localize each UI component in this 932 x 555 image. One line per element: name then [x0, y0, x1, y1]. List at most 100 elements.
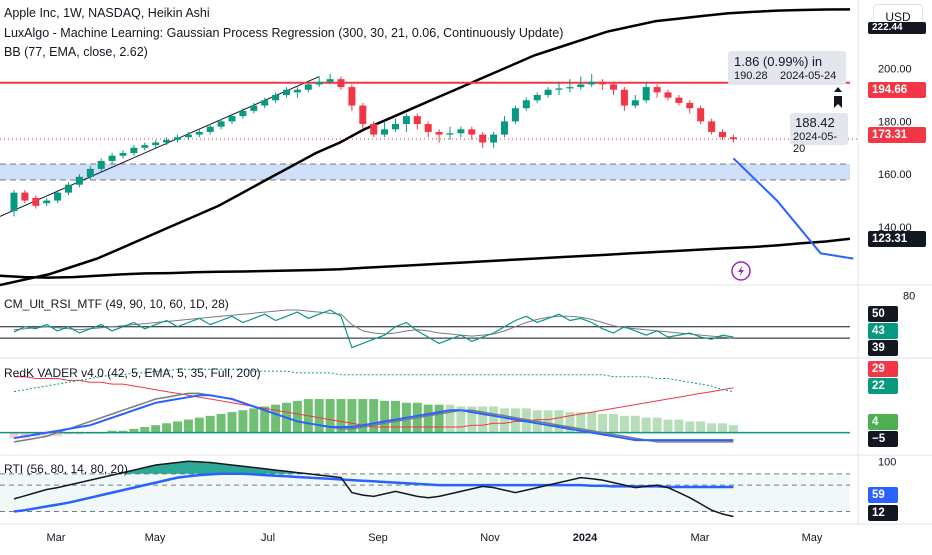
candle-body: [392, 124, 399, 130]
vader-hist-bar: [249, 408, 259, 433]
vader-hist-bar: [467, 406, 477, 433]
candle-body: [402, 116, 410, 125]
time-tick-label: 2024: [573, 532, 598, 544]
trendline: [0, 76, 320, 217]
vader-label-neg5: −5: [868, 431, 898, 447]
vader-pane-title: RedK VADER v4.0 (42, 5, EMA, 5, 35, Full…: [4, 366, 261, 380]
candle-body: [21, 192, 29, 201]
candle-body: [708, 121, 716, 132]
candle-body: [653, 87, 661, 93]
vader-hist-bar: [685, 421, 695, 433]
vader-hist-bar: [423, 404, 433, 433]
candle-body: [195, 131, 203, 135]
vader-hist-bar: [162, 423, 172, 433]
candle-body: [642, 87, 650, 101]
measure-price: 190.28: [734, 70, 768, 82]
vader-hist-bar: [478, 406, 488, 433]
candle-body: [348, 87, 356, 106]
time-tick-label: Jul: [261, 532, 275, 544]
vader-hist-bar: [238, 410, 248, 433]
rti-blue-line: [13, 472, 734, 513]
candle-body: [174, 137, 181, 140]
symbol-title: Apple Inc, 1W, NASDAQ, Heikin Ashi: [4, 6, 210, 20]
candle-body: [588, 81, 596, 85]
candle-body: [108, 155, 116, 161]
bb-lower-band: [0, 237, 851, 279]
measure-tooltip: 1.86 (0.99%) in 190.28 2024-05-24: [728, 51, 846, 85]
vader-hist-bar: [576, 412, 586, 433]
vader-hist-bar: [260, 406, 270, 433]
candle-body: [544, 89, 552, 95]
rti-pane-title: RTI (56, 80, 14, 80, 20): [4, 462, 128, 476]
vader-hist-bar: [674, 419, 684, 433]
vader-red-line: [14, 376, 734, 428]
rti-label-12: 12: [868, 505, 898, 521]
vader-hist-bar: [728, 425, 738, 433]
candle-body: [130, 147, 138, 154]
vader-hist-bar: [9, 432, 19, 439]
vader-signal-line: [13, 392, 734, 443]
candle-body: [250, 105, 258, 111]
candle-body: [511, 108, 519, 122]
vader-hist-bar: [543, 410, 553, 433]
candle-body: [468, 129, 476, 135]
vader-blue-line: [13, 394, 734, 442]
candle-body: [315, 81, 323, 85]
vader-hist-bar: [216, 413, 226, 433]
vader-hist-bar: [500, 408, 509, 433]
vader-hist-bar: [619, 415, 629, 433]
vader-hist-bar: [565, 412, 575, 433]
flag-marker-icon[interactable]: [834, 87, 842, 108]
vader-hist-bar: [314, 399, 324, 433]
candle-body: [152, 142, 160, 146]
vader-hist-bar: [718, 423, 727, 433]
vader-hist-bar: [194, 417, 204, 433]
rti-pane[interactable]: [0, 460, 850, 518]
candle-body: [522, 100, 530, 109]
rti-overbought-fill: [123, 461, 309, 474]
gpr-indicator-title: LuxAlgo - Machine Learning: Gaussian Pro…: [4, 26, 564, 40]
vader-hist-bar: [292, 400, 302, 433]
candle-body: [566, 87, 574, 89]
candle-body: [326, 79, 334, 82]
candle-body: [686, 102, 694, 109]
measure-date: 2024-05-24: [780, 70, 837, 82]
price-tick-label: 180.00: [878, 116, 912, 128]
rti-label-59: 59: [868, 487, 898, 503]
bb-upper-label: 222.44: [868, 22, 926, 34]
rsi-label-39: 39: [868, 340, 898, 356]
candle-body: [65, 184, 72, 193]
candle-body: [304, 84, 312, 90]
vader-hist-bar: [107, 430, 117, 433]
vader-hist-bar: [271, 404, 281, 433]
candle-body: [10, 192, 18, 212]
candle-body: [86, 168, 94, 177]
rsi-pane[interactable]: [0, 309, 850, 349]
candle-body: [239, 110, 247, 117]
rti-band-fill: [0, 473, 850, 512]
vader-hist-bar: [325, 399, 335, 433]
axis-layer: 200.00 180.00 160.00 140.00 80 100 Mar May Jul Se…: [47, 64, 916, 544]
vader-hist-bar: [554, 410, 564, 433]
candle-body: [479, 134, 487, 143]
rti-black-line: [13, 460, 734, 518]
vader-hist-bar: [652, 417, 662, 433]
vader-hist-bar: [183, 419, 193, 433]
price-pane[interactable]: [0, 8, 858, 287]
vader-pane[interactable]: [0, 368, 850, 443]
vader-hist-bar: [358, 399, 368, 433]
candle-body: [272, 95, 280, 101]
resistance-price-label: 194.66: [868, 82, 926, 98]
time-tick-label: Sep: [368, 532, 388, 544]
time-tick-label: May: [145, 532, 166, 544]
candle-body: [261, 100, 269, 106]
candle-body: [610, 84, 617, 90]
vader-hist-bar: [630, 415, 640, 433]
candle-body: [217, 121, 225, 127]
vader-hist-bar: [609, 413, 618, 433]
vader-hist-bar: [369, 399, 379, 433]
vader-label-4: 4: [868, 414, 898, 430]
vader-label-22: 22: [868, 378, 898, 394]
lightning-icon[interactable]: [731, 261, 751, 281]
vader-hist-bar: [489, 406, 499, 433]
